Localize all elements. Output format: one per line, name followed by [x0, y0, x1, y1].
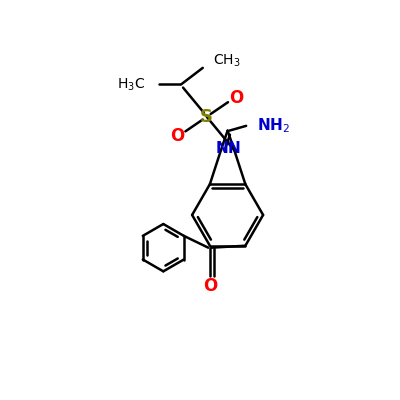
Text: CH$_3$: CH$_3$ — [213, 52, 240, 69]
Text: O: O — [229, 89, 243, 107]
Text: S: S — [200, 108, 213, 126]
Text: N: N — [227, 141, 240, 156]
Text: O: O — [203, 276, 217, 294]
Text: H$_3$C: H$_3$C — [118, 76, 146, 93]
Text: O: O — [170, 127, 185, 145]
Text: NH$_2$: NH$_2$ — [257, 116, 290, 135]
Text: N: N — [216, 141, 229, 156]
